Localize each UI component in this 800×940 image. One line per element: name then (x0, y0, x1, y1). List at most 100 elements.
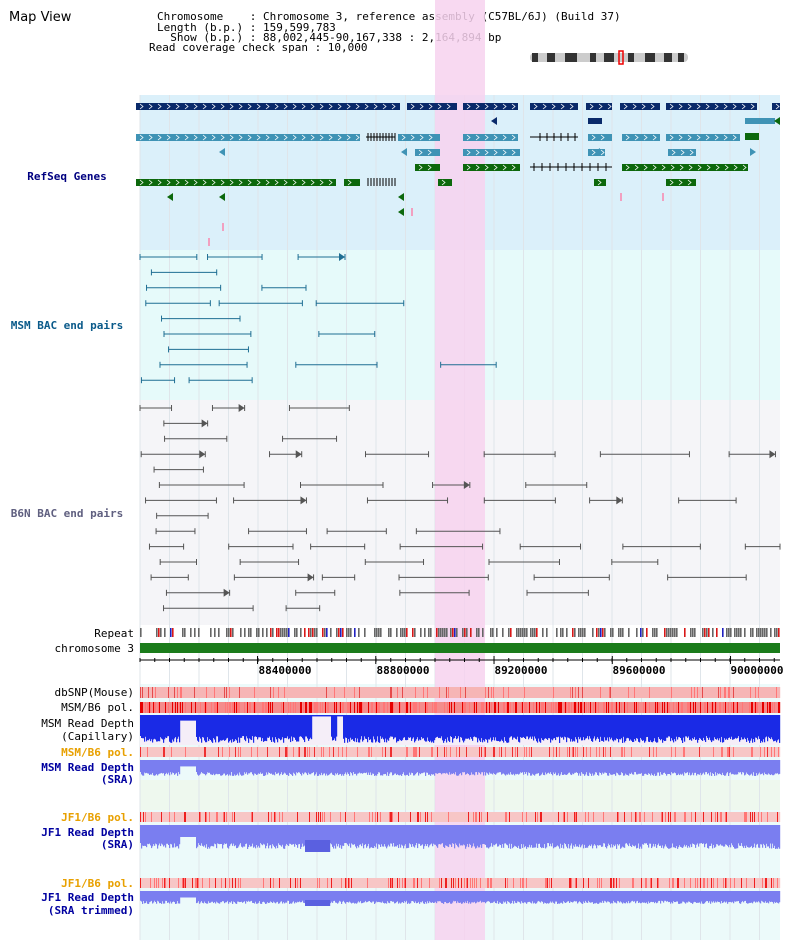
dbsnp-heat (683, 687, 685, 698)
dbsnp-heat (460, 687, 462, 698)
repeat-element (674, 628, 676, 637)
jf1-b6-pol-heat (489, 812, 491, 822)
jf1-b6-pol-heat (461, 812, 463, 822)
jf1-b6-pol-heat (494, 812, 496, 822)
gene-strand-arrow (346, 103, 351, 110)
jf1-b6-pol-heat (754, 812, 756, 822)
dbsnp-heat (716, 687, 718, 698)
msm-b6-pol-heat (212, 702, 214, 713)
dbsnp-heat (159, 687, 161, 698)
dbsnp-heat (324, 687, 326, 698)
dbsnp-heat (227, 687, 229, 698)
gene-strand-arrow (211, 134, 216, 141)
msm-b6-pol2-heat (199, 747, 201, 757)
msm-b6-pol-heat (557, 702, 559, 713)
msm-b6-pol2-heat (335, 747, 337, 757)
jf1-b6-pol2-heat (246, 878, 248, 888)
msm-b6-pol2-heat (411, 747, 413, 757)
msm-b6-pol2-heat (651, 747, 653, 757)
msm-b6-pol-heat (351, 702, 353, 713)
jf1-b6-pol-heat (293, 812, 295, 822)
jf1-b6-pol-heat (367, 812, 369, 822)
dbsnp-heat (168, 687, 170, 698)
jf1-b6-pol-heat (228, 812, 230, 822)
jf1-b6-pol-heat (529, 812, 531, 822)
dbsnp-heat (178, 687, 180, 698)
jf1-b6-pol-heat (653, 812, 655, 822)
msm-b6-pol2-heat (179, 747, 181, 757)
jf1-b6-pol2-heat (158, 878, 160, 888)
dbsnp-heat (216, 687, 218, 698)
gene-arrow (491, 117, 497, 125)
jf1-b6-pol-heat (515, 812, 517, 822)
msm-b6-pol-heat (739, 702, 741, 713)
jf1-b6-pol2-heat (306, 878, 308, 888)
dbsnp-heat (760, 687, 762, 698)
jf1-b6-pol-heat (414, 812, 416, 822)
dbsnp-heat (307, 687, 309, 698)
msm-b6-pol2-heat (483, 747, 485, 757)
jf1-b6-pol-heat (184, 812, 186, 822)
jf1-b6-pol-heat (311, 812, 313, 822)
jf1-b6-pol-heat (266, 812, 268, 822)
dbsnp-heat (247, 687, 249, 698)
msm-b6-pol-heat (719, 702, 721, 713)
msm-b6-pol2-heat (627, 747, 629, 757)
msm-b6-pol2-heat (502, 747, 504, 757)
msm-b6-pol2-heat (468, 747, 470, 757)
msm-b6-pol-heat (563, 702, 565, 713)
repeat-element (738, 628, 740, 637)
jf1-b6-pol2-heat (244, 878, 246, 888)
msm-b6-pol-heat (296, 702, 298, 713)
msm-b6-pol2-heat (711, 747, 713, 757)
refseq-minor-feature (411, 208, 413, 216)
dbsnp-heat (779, 687, 781, 698)
msm-b6-pol-heat (481, 702, 483, 713)
msm-b6-pol2-heat (346, 747, 348, 757)
dbsnp-heat (420, 687, 422, 698)
jf1-b6-pol2-heat (254, 878, 256, 888)
msm-b6-pol-heat (347, 702, 349, 713)
jf1-b6-pol-heat (435, 812, 437, 822)
msm-b6-pol-heat (434, 702, 436, 713)
msm-b6-pol2-heat (423, 747, 425, 757)
dbsnp-heat (421, 687, 423, 698)
dbsnp-heat (312, 687, 314, 698)
msm-b6-pol2-heat (311, 747, 313, 757)
msm-b6-pol-heat (603, 702, 605, 713)
dbsnp-heat (488, 687, 490, 698)
jf1-b6-pol2-heat (199, 878, 201, 888)
dbsnp-heat (666, 687, 668, 698)
msm-b6-pol-heat (593, 702, 595, 713)
jf1-b6-pol-heat (309, 812, 311, 822)
repeat-element (194, 628, 196, 637)
jf1-b6-pol2-heat (147, 878, 149, 888)
jf1-b6-pol-heat (567, 812, 569, 822)
jf1-b6-pol-heat (580, 812, 582, 822)
gene-strand-arrow (220, 103, 225, 110)
jf1-b6-pol2-heat (182, 878, 184, 888)
jf1-b6-pol-heat (319, 812, 321, 822)
jf1-b6-pol-heat (648, 812, 650, 822)
msm-b6-pol-heat (736, 702, 738, 713)
msm-b6-pol-heat (704, 702, 706, 713)
jf1-b6-pol2-heat (220, 878, 222, 888)
jf1-b6-pol-heat (163, 812, 165, 822)
jf1-b6-pol2-heat (173, 878, 175, 888)
jf1-b6-pol2-heat (268, 878, 270, 888)
msm-b6-pol2-heat (420, 747, 422, 757)
msm-b6-pol-heat (534, 702, 536, 713)
jf1-b6-pol-heat (671, 812, 673, 822)
msm-b6-pol-heat (458, 702, 460, 713)
jf1-b6-pol-heat (315, 812, 317, 822)
repeat-element (378, 628, 380, 637)
msm-b6-pol2-heat (696, 747, 698, 757)
jf1-b6-pol2-heat (321, 878, 323, 888)
dbsnp-heat (234, 687, 236, 698)
jf1-b6-pol-heat (295, 812, 297, 822)
jf1-b6-pol2-heat (175, 878, 177, 888)
msm-b6-pol-heat (670, 702, 672, 713)
dbsnp-heat (490, 687, 492, 698)
msm-b6-pol-heat (576, 702, 578, 713)
